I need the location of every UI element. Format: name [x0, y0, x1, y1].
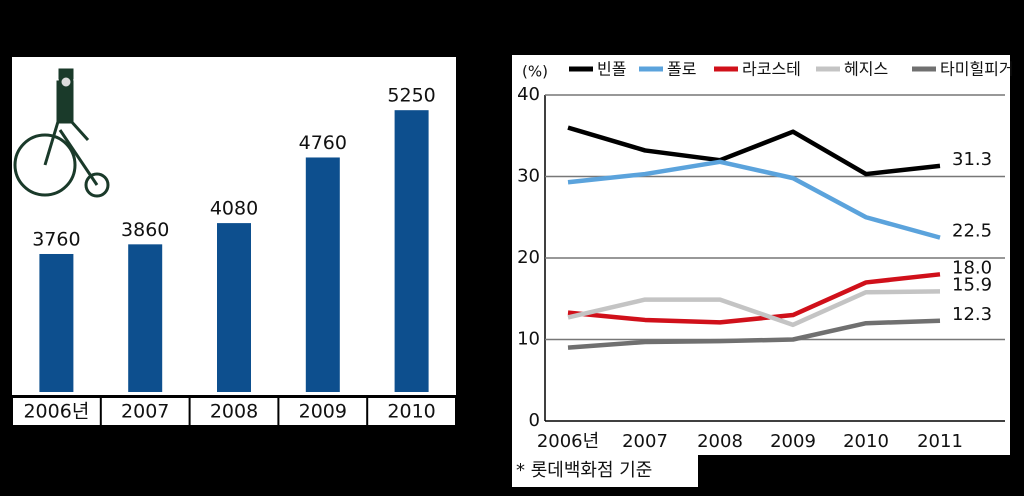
line: [567, 159, 941, 240]
category-box: [279, 398, 367, 425]
x-tick-label: 2011: [917, 431, 963, 452]
note-panel: [512, 455, 698, 487]
legend-label: 라코스테: [742, 60, 801, 79]
x-tick-label: 2009: [299, 401, 347, 423]
note: * 롯데백화점 기준: [516, 460, 652, 481]
value-label: 31.3: [952, 149, 992, 170]
bar: [39, 253, 74, 392]
y-unit: (%): [522, 63, 548, 81]
y-tick-label: 0: [529, 410, 540, 431]
bar: [394, 110, 429, 393]
x-tick-label: 2006년: [537, 431, 599, 452]
category-box: [190, 398, 278, 425]
line: [567, 289, 941, 328]
value-label: 5250: [387, 85, 435, 107]
x-tick-label: 2008: [210, 401, 258, 423]
x-tick-label: 2006년: [23, 401, 89, 423]
value-label: 22.5: [952, 221, 992, 242]
value-label: 4760: [299, 132, 347, 154]
value-label: 15.9: [952, 274, 992, 295]
bar: [217, 223, 251, 392]
legend-label: 빈폴: [597, 60, 626, 79]
bar: [305, 157, 340, 392]
value-label: 3860: [121, 219, 169, 241]
line: [567, 318, 941, 350]
x-tick-label: 2010: [843, 431, 889, 452]
y-tick-label: 40: [517, 84, 540, 105]
right-panel: [512, 55, 1010, 455]
y-tick-label: 10: [517, 329, 540, 350]
x-tick-label: 2007: [121, 401, 169, 423]
category-box: [13, 398, 100, 425]
value-label: 4080: [210, 198, 258, 220]
x-tick-label: 2009: [770, 431, 816, 452]
legend-label: 폴로: [667, 60, 696, 79]
y-tick-label: 20: [517, 247, 540, 268]
bar: [128, 244, 163, 392]
category-box: [101, 398, 189, 425]
value-label: 12.3: [952, 304, 992, 325]
bicycle-illustration: [13, 68, 110, 198]
category-box: [368, 398, 455, 425]
line: [567, 272, 941, 325]
legend-label: 헤지스: [844, 60, 888, 79]
y-tick-label: 30: [517, 166, 540, 187]
value-label: 3760: [32, 228, 80, 250]
legend-label: 타미힐피거: [940, 60, 1014, 79]
x-tick-label: 2010: [387, 401, 435, 423]
x-tick-label: 2008: [697, 431, 743, 452]
x-tick-label: 2007: [622, 431, 668, 452]
value-label: 18.0: [952, 257, 992, 278]
line: [567, 125, 941, 177]
